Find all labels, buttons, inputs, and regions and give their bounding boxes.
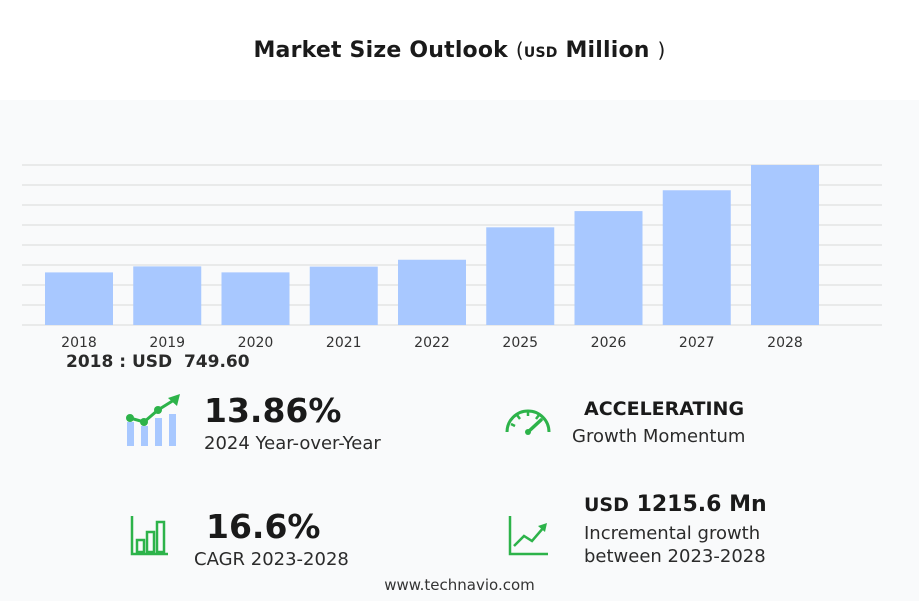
title-unit: USD [523, 45, 558, 61]
chart-bars [45, 165, 819, 325]
x-tick-2020: 2020 [238, 335, 274, 351]
x-tick-2019: 2019 [149, 335, 185, 351]
bar-2026 [574, 211, 643, 325]
kpi-yoy-value: 13.86% [204, 391, 342, 430]
base-year-value: 2018 : USD 749.60 [66, 352, 250, 372]
header-background [0, 0, 919, 100]
bar-chart-icon [130, 516, 168, 556]
x-tick-2022: 2022 [414, 335, 450, 351]
bar-2020 [221, 272, 290, 325]
x-tick-2018: 2018 [61, 335, 97, 351]
base-year-amount: 749.60 [183, 352, 250, 372]
kpi-cagr-label: CAGR 2023-2028 [194, 549, 349, 570]
x-tick-2028: 2028 [767, 335, 803, 351]
kpi-incremental: USD 1215.6 Mn Incremental growth between… [584, 492, 767, 567]
bar-2028 [751, 165, 819, 325]
growth-chart-icon [126, 394, 180, 446]
x-tick-2021: 2021 [326, 335, 362, 351]
bar-2019 [133, 266, 202, 325]
bar-2027 [662, 190, 731, 325]
title-paren-close: ) [657, 38, 666, 62]
kpi-cagr-value: 16.6% [206, 507, 321, 546]
title-main: Market Size Outlook [253, 38, 509, 63]
x-tick-2026: 2026 [591, 335, 627, 351]
kpi-yoy: 13.86% 2024 Year-over-Year [204, 394, 381, 454]
speedometer-icon [505, 409, 551, 435]
bar-chart: 2018 2019 2020 2021 2022 2025 2026 2027 2028 [22, 164, 882, 351]
x-tick-2027: 2027 [679, 335, 715, 351]
kpi-yoy-label: 2024 Year-over-Year [204, 433, 381, 454]
trend-line-icon [508, 516, 548, 556]
kpi-incremental-value: 1215.6 Mn [636, 492, 767, 517]
kpi-incremental-prefix: USD [584, 494, 629, 516]
bar-2025 [486, 227, 555, 325]
kpi-incremental-line2: between 2023-2028 [584, 546, 766, 567]
base-year-label: 2018 : USD [66, 352, 173, 372]
x-axis-ticks: 2018 2019 2020 2021 2022 2025 2026 2027 2028 [61, 335, 803, 351]
kpi-momentum-value: ACCELERATING [584, 398, 745, 420]
kpi-cagr: 16.6% CAGR 2023-2028 [194, 510, 349, 570]
x-tick-2025: 2025 [502, 335, 538, 351]
kpi-incremental-line1: Incremental growth [584, 523, 761, 544]
title-scale: Million [565, 38, 650, 63]
bar-2021 [309, 266, 378, 325]
chart-title: Market Size Outlook (USD Million ) [0, 38, 919, 63]
title-paren-open: ( [515, 38, 524, 62]
bar-2022 [398, 259, 466, 325]
bar-2018 [45, 272, 113, 325]
kpi-momentum-label: Growth Momentum [572, 426, 746, 447]
kpi-momentum: ACCELERATING Growth Momentum [572, 398, 745, 447]
footer-url: www.technavio.com [384, 576, 535, 594]
